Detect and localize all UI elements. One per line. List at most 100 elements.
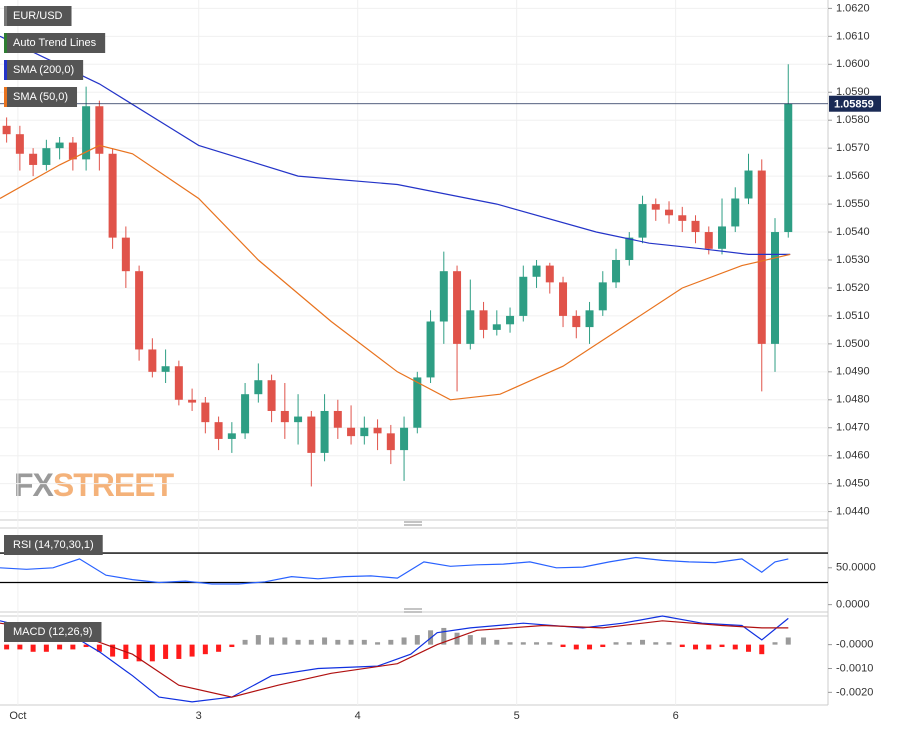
- legend-item: Auto Trend Lines: [4, 33, 106, 53]
- candle-body: [784, 103, 793, 233]
- legend-box: [4, 33, 106, 53]
- candle-body: [612, 260, 621, 283]
- watermark: FXSTREET: [14, 467, 175, 503]
- histogram-bar: [640, 639, 646, 645]
- y-tick-label: 1.0540: [836, 226, 870, 238]
- legend-swatch: [4, 622, 7, 642]
- y-tick-label: 1.0480: [836, 394, 870, 406]
- y-tick-label: 50.0000: [836, 562, 876, 574]
- histogram-bar: [600, 644, 606, 648]
- candle-body: [545, 265, 554, 283]
- histogram-bar: [679, 644, 685, 648]
- candle-body: [744, 170, 753, 199]
- histogram-bar: [467, 635, 473, 645]
- histogram-bar: [613, 642, 619, 645]
- histogram-bar: [706, 644, 712, 650]
- y-tick-label: -0.0010: [836, 662, 873, 674]
- candle-body: [108, 153, 117, 238]
- y-tick-label: 1.0500: [836, 338, 870, 350]
- histogram-bar: [43, 644, 49, 652]
- x-tick-label: Oct: [9, 710, 26, 722]
- candle-body: [135, 271, 144, 350]
- y-tick-label: 1.0470: [836, 422, 870, 434]
- legend-item: EUR/USD: [4, 6, 72, 26]
- series-line: [0, 35, 791, 255]
- y-tick-label: 0.0000: [836, 599, 870, 611]
- y-tick-label: 1.0530: [836, 254, 870, 266]
- y-tick-label: 1.0440: [836, 506, 870, 518]
- candle-body: [294, 416, 303, 423]
- histogram-bar: [149, 644, 155, 662]
- histogram-bar: [322, 637, 328, 645]
- candle-body: [121, 237, 130, 272]
- histogram-bar: [202, 644, 208, 655]
- y-tick-label: -0.0000: [836, 639, 873, 651]
- legend-item: SMA (50,0): [4, 87, 78, 107]
- histogram-bar: [772, 642, 778, 645]
- histogram-bar: [507, 642, 513, 645]
- legend-item: RSI (14,70,30,1): [4, 535, 103, 555]
- histogram-bar: [746, 644, 752, 652]
- legend-swatch: [4, 535, 7, 555]
- legend-swatch: [4, 60, 7, 80]
- y-tick-label: 1.0550: [836, 198, 870, 210]
- histogram-bar: [83, 644, 89, 648]
- histogram-bar: [401, 637, 407, 645]
- candle-body: [479, 310, 488, 330]
- series-line: [0, 620, 789, 698]
- candle-body: [267, 380, 276, 411]
- histogram-bar: [454, 632, 460, 645]
- histogram-bar: [653, 642, 659, 645]
- legend-item: MACD (12,26,9): [4, 622, 102, 642]
- legend-label: RSI (14,70,30,1): [13, 539, 94, 551]
- y-tick-label: 1.0490: [836, 366, 870, 378]
- histogram-bar: [375, 642, 381, 645]
- legend-box: [4, 60, 84, 80]
- x-tick-label: 5: [514, 710, 520, 722]
- candle-body: [320, 410, 329, 453]
- y-tick-label: 1.0570: [836, 142, 870, 154]
- candle-body: [254, 380, 263, 395]
- y-tick-label: 1.0610: [836, 30, 870, 42]
- candle-body: [585, 310, 594, 328]
- resize-handle[interactable]: [404, 521, 422, 613]
- histogram-bar: [587, 644, 593, 650]
- histogram-bar: [494, 639, 500, 645]
- candle-body: [373, 427, 382, 434]
- histogram-bar: [17, 644, 23, 650]
- histogram-bar: [534, 642, 540, 645]
- candle-body: [559, 282, 568, 316]
- y-tick-label: 1.0560: [836, 170, 870, 182]
- histogram-bar: [547, 642, 553, 645]
- histogram-bar: [4, 644, 10, 650]
- histogram-bar: [414, 635, 420, 645]
- histogram-bar: [96, 644, 102, 652]
- legend-label: EUR/USD: [13, 10, 63, 22]
- candle-body: [426, 321, 435, 378]
- series-line: [0, 556, 789, 585]
- histogram-bar: [282, 637, 288, 645]
- histogram-bar: [520, 642, 526, 645]
- candle-body: [665, 209, 674, 216]
- legend-item: SMA (200,0): [4, 60, 84, 80]
- candle-body: [15, 134, 24, 154]
- candle-body: [29, 153, 38, 165]
- histogram-bar: [229, 644, 235, 648]
- candle-body: [453, 271, 462, 344]
- candle-body: [532, 265, 541, 277]
- candle-body: [757, 170, 766, 344]
- candle-body: [241, 394, 250, 434]
- candle-body: [148, 349, 157, 372]
- candle-body: [598, 282, 607, 311]
- histogram-bar: [573, 644, 579, 650]
- legend-box: [4, 535, 103, 555]
- histogram-bar: [388, 639, 394, 645]
- candle-body: [466, 310, 475, 344]
- legend-box: [4, 6, 72, 26]
- candle-body: [704, 232, 713, 249]
- x-tick-label: 6: [673, 710, 679, 722]
- watermark-part: FX: [14, 467, 55, 503]
- legend-label: MACD (12,26,9): [13, 626, 92, 638]
